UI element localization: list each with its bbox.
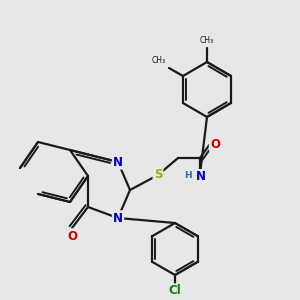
Text: O: O <box>67 230 77 242</box>
Text: N: N <box>113 212 123 224</box>
Text: N: N <box>113 155 123 169</box>
Text: CH₃: CH₃ <box>200 36 214 45</box>
Text: N: N <box>196 169 206 182</box>
Text: O: O <box>210 137 220 151</box>
Text: CH₃: CH₃ <box>152 56 166 65</box>
Text: S: S <box>154 169 162 182</box>
Text: H: H <box>184 172 192 181</box>
Text: Cl: Cl <box>169 284 182 298</box>
